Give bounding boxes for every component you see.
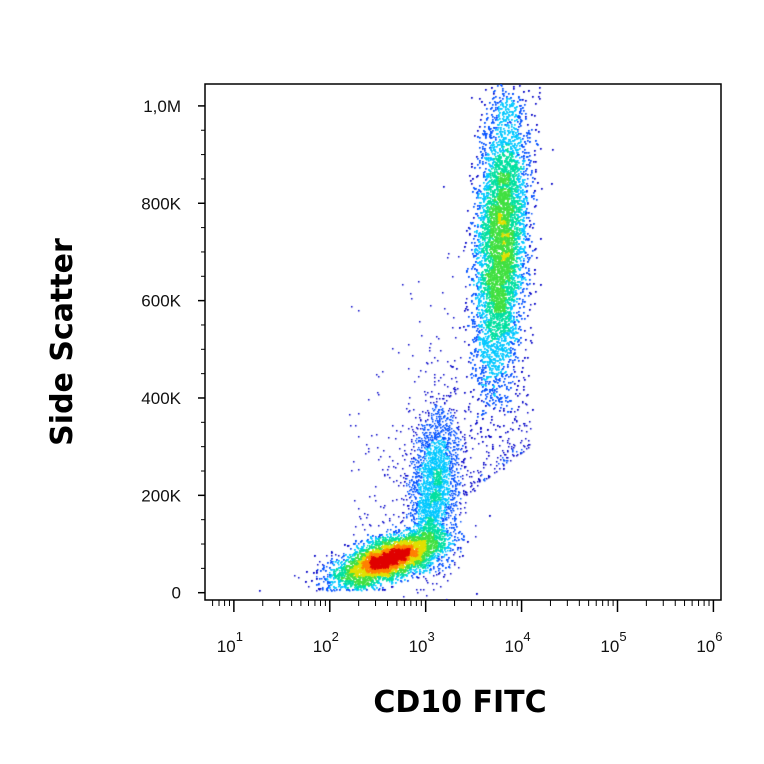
scatter-points-layer <box>205 84 721 600</box>
x-tick-label: 101 <box>217 629 243 656</box>
x-tick-label: 103 <box>409 629 435 656</box>
x-tick-label: 106 <box>696 629 722 656</box>
y-tick-label: 400K <box>141 389 181 408</box>
y-tick-label: 1,0M <box>143 97 181 116</box>
x-tick-exponent: 2 <box>332 629 339 644</box>
x-tick-exponent: 4 <box>523 629 530 644</box>
x-tick-exponent: 1 <box>236 629 243 644</box>
y-tick-label: 600K <box>141 292 181 311</box>
y-axis-title: Side Scatter <box>45 238 80 446</box>
x-tick-exponent: 5 <box>619 629 626 644</box>
y-tick-label: 0 <box>172 584 181 603</box>
y-tick-label: 800K <box>141 194 181 213</box>
x-tick-exponent: 6 <box>715 629 722 644</box>
x-tick-exponent: 3 <box>428 629 435 644</box>
x-tick-label: 104 <box>505 629 531 656</box>
x-axis: 101 102 103 104 105 106 <box>212 600 722 656</box>
x-tick-label: 105 <box>600 629 626 656</box>
y-axis: 0 200K 400K 600K 800K 1,0M <box>141 97 205 603</box>
x-tick-label: 102 <box>313 629 339 656</box>
x-axis-title: CD10 FITC <box>373 685 546 720</box>
y-tick-label: 200K <box>141 486 181 505</box>
